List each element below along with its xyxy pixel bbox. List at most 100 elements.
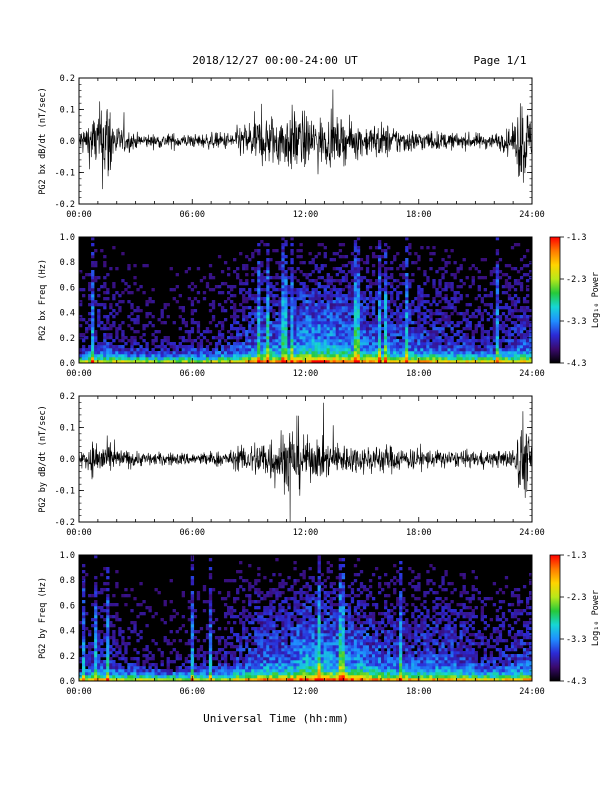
spectrogram-cell bbox=[257, 639, 261, 643]
spectrogram-cell bbox=[136, 603, 140, 607]
spectrogram-cell bbox=[230, 615, 234, 619]
spectrogram-cell bbox=[332, 303, 336, 307]
spectrogram-cell bbox=[299, 345, 303, 349]
spectrogram-cell bbox=[365, 258, 370, 262]
spectrogram-cell bbox=[314, 309, 318, 313]
spectrogram-cell bbox=[281, 654, 285, 658]
spectrogram-cell bbox=[423, 282, 427, 286]
spectrogram-cell bbox=[296, 612, 300, 616]
spectrogram-cell bbox=[91, 306, 95, 310]
spectrogram-cell bbox=[390, 348, 394, 352]
spectrogram-cell bbox=[341, 279, 346, 283]
spectrogram-cell bbox=[233, 303, 237, 307]
spectrogram-cell bbox=[519, 276, 524, 280]
spectrogram-cell bbox=[211, 609, 216, 613]
spectrogram-cell bbox=[196, 651, 201, 655]
spectrogram-cell bbox=[109, 624, 113, 628]
spectrogram-cell bbox=[97, 351, 101, 355]
spectrogram-cell bbox=[251, 354, 255, 358]
spectrogram-cell bbox=[278, 348, 282, 352]
spectrogram-cell bbox=[193, 360, 198, 364]
spectrogram-cell bbox=[387, 324, 391, 328]
spectrogram-cell bbox=[287, 315, 291, 319]
spectrogram-cell bbox=[124, 360, 128, 364]
spectrogram-cell bbox=[338, 312, 343, 316]
spectrogram-cell bbox=[187, 285, 192, 289]
spectrogram-cell bbox=[266, 594, 270, 598]
spectrogram-cell bbox=[233, 660, 237, 664]
spectrogram-cell bbox=[254, 660, 258, 664]
spectrogram-cell bbox=[91, 603, 95, 607]
spectrogram-cell bbox=[263, 360, 267, 364]
spectrogram-cell bbox=[483, 288, 487, 292]
spectrogram-cell bbox=[513, 300, 518, 304]
spectrogram-cell bbox=[127, 300, 131, 304]
spectrogram-cell bbox=[528, 345, 533, 349]
spectrogram-cell bbox=[510, 297, 515, 301]
spectrogram-cell bbox=[435, 303, 439, 307]
spectrogram-cell bbox=[350, 279, 355, 283]
spectrogram-cell bbox=[88, 297, 92, 301]
spectrogram-cell bbox=[525, 288, 530, 292]
spectrogram-cell bbox=[205, 600, 210, 604]
spectrogram-cell bbox=[477, 312, 481, 316]
spectrogram-cell bbox=[139, 351, 143, 355]
spectrogram-cell bbox=[269, 636, 273, 640]
spectrogram-cell bbox=[208, 597, 213, 601]
spectrogram-cell bbox=[226, 612, 231, 616]
spectrogram-cell bbox=[329, 309, 333, 313]
spectrogram-cell bbox=[374, 279, 379, 283]
spectrogram-cell bbox=[136, 678, 140, 682]
spectrogram-cell bbox=[396, 318, 400, 322]
spectrogram-cell bbox=[314, 663, 318, 667]
spectrogram-cell bbox=[414, 357, 418, 361]
spectrogram-cell bbox=[510, 339, 515, 343]
spectrogram-cell bbox=[184, 321, 189, 325]
spectrogram-cell bbox=[130, 342, 134, 346]
spectrogram-cell bbox=[350, 348, 355, 352]
spectrogram-cell bbox=[260, 612, 264, 616]
spectrogram-cell bbox=[82, 612, 86, 616]
spectrogram-cell bbox=[257, 348, 261, 352]
spectrogram-cell bbox=[233, 672, 237, 676]
spectrogram-cell bbox=[151, 351, 155, 355]
spectrogram-cell bbox=[160, 669, 164, 673]
spectrogram-cell bbox=[106, 588, 110, 592]
spectrogram-cell bbox=[239, 657, 243, 661]
spectrogram-cell bbox=[308, 354, 312, 358]
spectrogram-cell bbox=[269, 357, 273, 361]
spectrogram-cell bbox=[187, 297, 192, 301]
spectrogram-cell bbox=[275, 588, 279, 592]
spectrogram-cell bbox=[290, 660, 294, 664]
spectrogram-cell bbox=[100, 615, 104, 619]
spectrogram-cell bbox=[414, 321, 418, 325]
spectrogram-cell bbox=[254, 357, 258, 361]
spectrogram-cell bbox=[281, 246, 285, 250]
spectrogram-cell bbox=[260, 321, 264, 325]
spectrogram-cell bbox=[438, 282, 442, 286]
spectrogram-cell bbox=[85, 654, 89, 658]
spectrogram-cell bbox=[450, 306, 454, 310]
spectrogram-cell bbox=[190, 630, 195, 634]
spectrogram-cell bbox=[187, 348, 192, 352]
spectrogram-cell bbox=[281, 291, 285, 295]
spectrogram-cell bbox=[94, 654, 98, 658]
spectrogram-cell bbox=[242, 600, 246, 604]
spectrogram-cell bbox=[314, 636, 318, 640]
spectrogram-cell bbox=[284, 624, 288, 628]
spectrogram-cell bbox=[269, 675, 273, 679]
spectrogram-cell bbox=[220, 348, 225, 352]
spectrogram-cell bbox=[368, 282, 373, 286]
spectrogram-cell bbox=[350, 312, 355, 316]
spectrogram-cell bbox=[97, 294, 101, 298]
spectrogram-cell bbox=[287, 291, 291, 295]
spectrogram-cell bbox=[226, 672, 231, 676]
spectrogram-cell bbox=[103, 567, 107, 571]
spectrogram-cell bbox=[275, 591, 279, 595]
spectrogram-cell bbox=[190, 282, 195, 286]
spectrogram-cell bbox=[371, 273, 376, 277]
spectrogram-cell bbox=[477, 348, 481, 352]
spectrogram-cell bbox=[281, 297, 285, 301]
spectrogram-cell bbox=[245, 360, 249, 364]
spectrogram-cell bbox=[447, 321, 451, 325]
